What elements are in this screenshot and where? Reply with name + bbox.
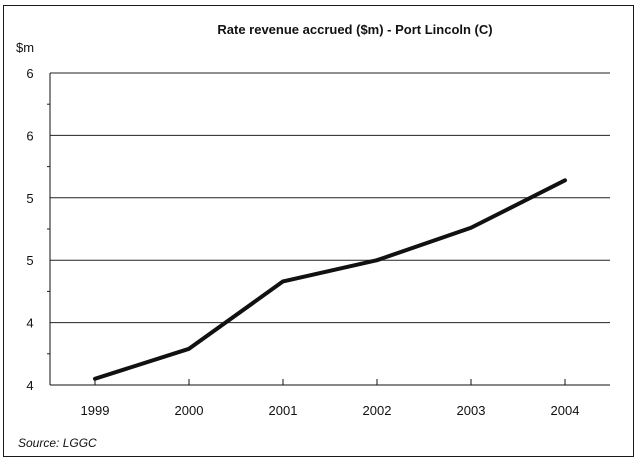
y-axis-unit-label: $m [16, 40, 35, 55]
source-note: Source: LGGC [18, 436, 97, 450]
x-tick-label: 2000 [175, 403, 204, 418]
x-tick-label: 2004 [551, 403, 580, 418]
x-tick-label: 2002 [363, 403, 392, 418]
y-tick-label: 4 [26, 378, 33, 393]
x-tick-label: 1999 [81, 403, 110, 418]
y-tick-label: 6 [26, 128, 33, 143]
y-tick-label: 5 [26, 253, 33, 268]
y-tick-label: 5 [26, 191, 33, 206]
chart-title: Rate revenue accrued ($m) - Port Lincoln… [217, 22, 493, 37]
y-tick-label: 6 [26, 66, 33, 81]
x-tick-label: 2001 [269, 403, 298, 418]
chart-frame [3, 5, 634, 457]
x-tick-label: 2003 [457, 403, 486, 418]
y-tick-label: 4 [26, 316, 33, 331]
series-line [93, 178, 567, 381]
